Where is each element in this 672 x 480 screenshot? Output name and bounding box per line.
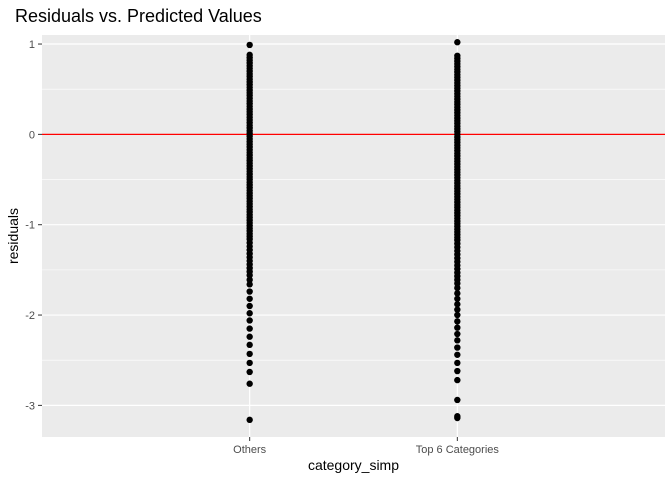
data-point xyxy=(454,330,461,338)
data-point xyxy=(246,310,253,317)
data-point xyxy=(246,333,253,340)
data-point xyxy=(454,295,461,302)
plot-panel xyxy=(42,35,665,437)
data-point xyxy=(246,341,253,349)
chart-title: Residuals vs. Predicted Values xyxy=(15,6,262,26)
x-axis-ticks: Others Top 6 Categories xyxy=(233,437,499,456)
data-point xyxy=(454,414,461,422)
data-point xyxy=(246,281,253,288)
x-tick-label: Top 6 Categories xyxy=(416,444,500,456)
data-points xyxy=(246,39,461,424)
y-tick-label: 0 xyxy=(29,129,35,141)
data-point xyxy=(246,302,253,310)
data-point xyxy=(246,272,253,279)
data-point xyxy=(246,368,253,376)
data-point xyxy=(454,39,461,46)
data-point xyxy=(454,290,461,297)
data-point xyxy=(246,276,253,284)
data-point xyxy=(454,344,461,351)
data-point xyxy=(246,288,253,295)
y-tick-label: 1 xyxy=(29,39,35,51)
data-point xyxy=(246,325,253,332)
data-point xyxy=(454,318,461,325)
data-point xyxy=(454,280,461,287)
data-point xyxy=(454,351,461,358)
data-point xyxy=(246,380,253,387)
data-point xyxy=(454,324,461,331)
data-point xyxy=(454,306,461,313)
y-tick-label: -1 xyxy=(25,220,35,232)
data-point xyxy=(454,376,461,384)
data-point xyxy=(454,284,461,292)
data-point xyxy=(246,350,253,358)
data-point xyxy=(454,359,461,367)
data-point xyxy=(246,416,253,424)
data-point xyxy=(246,317,253,324)
data-point xyxy=(454,301,461,308)
y-tick-label: -3 xyxy=(25,400,35,412)
data-point xyxy=(246,295,253,302)
data-point xyxy=(454,337,461,344)
y-axis-ticks: 1 0 -1 -2 -3 xyxy=(25,39,42,412)
data-point xyxy=(454,311,461,319)
data-point xyxy=(454,367,461,375)
data-point xyxy=(454,396,461,404)
data-point xyxy=(246,359,253,367)
x-axis-title: category_simp xyxy=(308,457,399,473)
data-point xyxy=(246,41,253,49)
y-tick-label: -2 xyxy=(25,310,35,322)
y-axis-title: residuals xyxy=(5,208,21,264)
x-tick-label: Others xyxy=(233,444,267,456)
